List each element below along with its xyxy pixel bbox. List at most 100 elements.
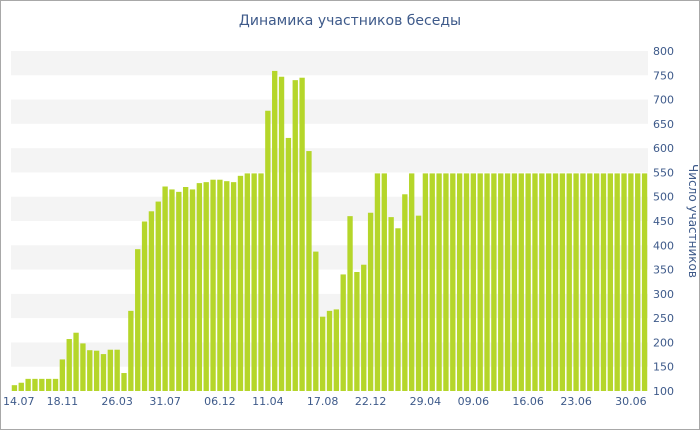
bar (374, 173, 381, 391)
bar (114, 349, 120, 391)
bar (463, 173, 470, 391)
grid-band (11, 51, 648, 76)
bar (25, 378, 31, 391)
grid-band (11, 196, 648, 221)
bar (491, 173, 497, 391)
bar (46, 378, 52, 391)
grid-band (11, 148, 648, 173)
y-tick-label: 800 (653, 45, 674, 58)
y-tick-label: 250 (653, 312, 674, 325)
bar (217, 179, 223, 391)
bar (155, 201, 161, 391)
bar (333, 309, 340, 391)
bar (182, 187, 189, 391)
bar (285, 137, 292, 391)
bar (456, 173, 463, 391)
bar (162, 186, 168, 391)
bar (367, 212, 374, 391)
bar (340, 274, 346, 391)
bar (278, 76, 285, 392)
bar (292, 80, 298, 391)
bar (347, 216, 353, 391)
bar (87, 350, 93, 391)
bar (443, 173, 449, 391)
bar (381, 173, 387, 391)
bar (299, 77, 305, 392)
y-tick-label: 500 (653, 191, 674, 204)
y-tick-label: 200 (653, 336, 674, 349)
x-tick-label: 23.06 (560, 395, 592, 408)
bar (230, 182, 237, 391)
bar (66, 339, 72, 391)
bar (388, 217, 394, 391)
bar (272, 70, 278, 391)
bar (573, 173, 579, 391)
bar (107, 349, 113, 391)
y-tick-label: 550 (653, 166, 674, 179)
y-tick-label: 400 (653, 239, 674, 252)
bar (135, 249, 141, 391)
bar (319, 316, 326, 391)
x-tick-label: 26.03 (101, 395, 133, 408)
bar (11, 385, 18, 391)
bar (422, 173, 429, 391)
bar (628, 173, 634, 391)
x-tick-label: 22.12 (355, 395, 387, 408)
bar (59, 359, 66, 391)
y-axis-ticks: 100 150 200 250 300 350 400 450 500 550 600 650 700 7… (653, 45, 674, 398)
y-tick-label: 750 (653, 69, 674, 82)
chart-title: Динамика участников беседы (238, 13, 462, 29)
bar (32, 378, 38, 391)
x-tick-label: 16.06 (512, 395, 544, 408)
bar (141, 221, 148, 391)
bar (100, 354, 107, 391)
bar (532, 173, 538, 391)
bar (504, 173, 511, 391)
bar (587, 173, 593, 391)
bar (128, 310, 134, 391)
bar (580, 173, 586, 391)
bar (477, 173, 483, 391)
bar (176, 191, 182, 391)
bar (52, 378, 59, 391)
y-tick-label: 350 (653, 264, 674, 277)
bar (635, 173, 641, 391)
x-tick-label: 09.06 (458, 395, 490, 408)
bar (189, 189, 196, 391)
bar (18, 382, 24, 391)
bar (402, 194, 408, 391)
bar (251, 173, 257, 391)
bar (559, 173, 566, 391)
bar (258, 173, 264, 391)
x-tick-label: 30.06 (615, 395, 647, 408)
bar (470, 173, 477, 391)
bar (415, 215, 422, 391)
grid-band (11, 99, 648, 124)
bar (409, 173, 415, 391)
y-tick-label: 450 (653, 215, 674, 228)
bar (511, 173, 518, 391)
y-tick-label: 150 (653, 361, 674, 374)
bar (621, 173, 627, 391)
bar (210, 179, 216, 391)
bar (600, 173, 607, 391)
bar (429, 173, 435, 391)
bar (593, 173, 600, 391)
x-tick-label: 06.12 (204, 395, 236, 408)
bar (566, 173, 572, 391)
x-tick-label: 14.07 (3, 395, 35, 408)
bar (80, 343, 86, 391)
bar (361, 264, 367, 391)
y-axis-title: Число участников (686, 164, 699, 278)
bar (450, 173, 456, 391)
bar (546, 173, 552, 391)
y-tick-label: 100 (653, 385, 674, 398)
y-tick-label: 650 (653, 118, 674, 131)
bar (552, 173, 559, 391)
y-tick-label: 700 (653, 94, 674, 107)
bar (237, 175, 244, 391)
x-tick-label: 31.07 (149, 395, 181, 408)
bar (121, 373, 127, 391)
